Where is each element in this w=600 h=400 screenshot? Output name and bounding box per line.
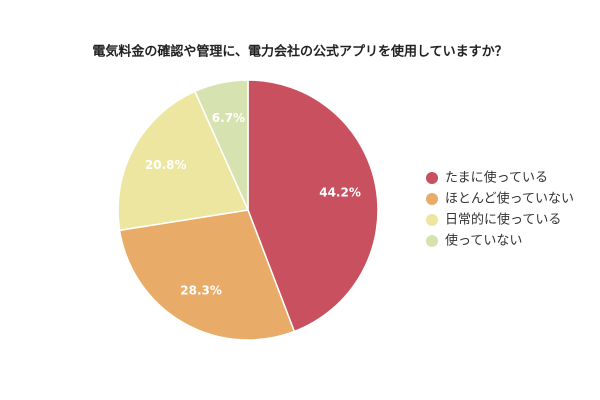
legend-text: 日常的に使っている — [445, 212, 561, 228]
value-label: 6.7% — [212, 111, 245, 125]
legend-text: 使っていない — [445, 233, 522, 249]
value-label: 28.3% — [180, 284, 222, 298]
chart-title: 電気料金の確認や管理に、電力会社の公式アプリを使用していますか？ — [92, 44, 507, 60]
pie-slice — [247, 79, 379, 333]
pie-slice — [193, 79, 249, 211]
pie-slice — [118, 209, 296, 341]
legend-marker — [426, 214, 438, 226]
legend-marker — [426, 172, 438, 184]
value-label: 44.2% — [319, 186, 361, 200]
pie-slice — [117, 90, 250, 232]
value-label: 20.8% — [145, 158, 187, 172]
legend-marker — [426, 193, 438, 205]
legend-marker — [426, 235, 438, 247]
legend-text: たまに使っている — [445, 170, 548, 186]
legend-text: ほとんど使っていない — [445, 191, 574, 207]
